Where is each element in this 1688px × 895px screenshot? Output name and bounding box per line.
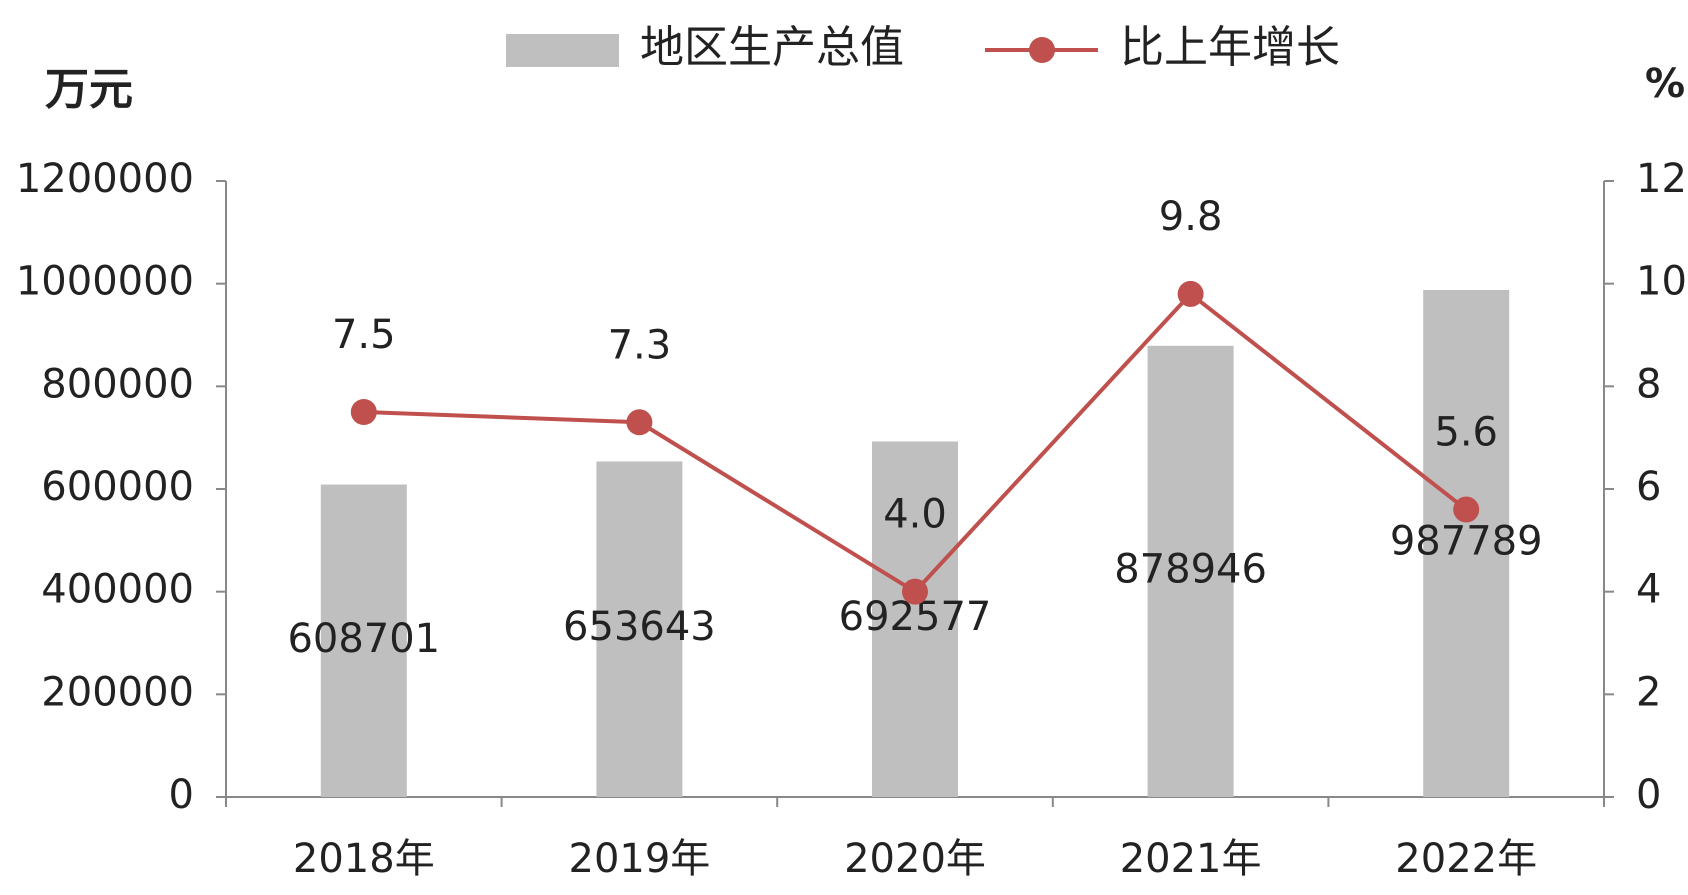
x-tick-label: 2018年	[293, 836, 435, 882]
bar	[596, 461, 683, 797]
y-tick-label: 800000	[41, 361, 194, 407]
y2-tick-label: 8	[1636, 361, 1661, 407]
line-value-label: 5.6	[1434, 410, 1498, 456]
x-tick-label: 2021年	[1120, 836, 1262, 882]
legend-marker	[1029, 37, 1055, 63]
y-tick-label: 1000000	[16, 259, 194, 305]
x-tick-label: 2019年	[569, 836, 711, 882]
line-value-label: 7.5	[332, 312, 396, 358]
bar-value-label: 987789	[1390, 518, 1543, 564]
line-value-label: 9.8	[1159, 194, 1223, 240]
bar-value-label: 878946	[1114, 546, 1267, 592]
line-point	[902, 578, 928, 605]
y-tick-label: 600000	[41, 464, 194, 510]
legend-swatch	[506, 34, 619, 67]
line-point	[626, 409, 653, 436]
bar	[1147, 345, 1234, 797]
y2-tick-label: 4	[1636, 567, 1661, 613]
y-tick-label: 1200000	[16, 156, 194, 202]
y2-tick-label: 10	[1636, 259, 1687, 305]
bar	[1423, 289, 1510, 797]
y-tick-label: 400000	[41, 567, 194, 613]
bar-value-label: 608701	[287, 616, 440, 662]
y-tick-label: 200000	[41, 669, 194, 715]
bar	[320, 484, 407, 797]
line-point	[1453, 496, 1480, 523]
x-tick-label: 2020年	[844, 836, 986, 882]
legend-label: 比上年增长	[1120, 22, 1340, 73]
line-point	[1177, 280, 1204, 307]
bar-value-label: 653643	[563, 604, 716, 650]
x-tick-label: 2022年	[1395, 836, 1537, 882]
y2-axis-label: %	[1645, 61, 1685, 107]
line-value-label: 4.0	[883, 492, 947, 538]
line-point	[350, 399, 377, 425]
y2-tick-label: 6	[1636, 464, 1661, 510]
y-axis-label: 万元	[45, 64, 133, 115]
legend-label: 地区生产总值	[640, 22, 904, 73]
y2-tick-label: 0	[1636, 772, 1661, 818]
y-tick-label: 0	[169, 772, 194, 818]
y2-tick-label: 2	[1636, 669, 1661, 715]
line-value-label: 7.3	[608, 322, 672, 368]
y2-tick-label: 12	[1636, 156, 1687, 202]
bar	[872, 441, 958, 797]
